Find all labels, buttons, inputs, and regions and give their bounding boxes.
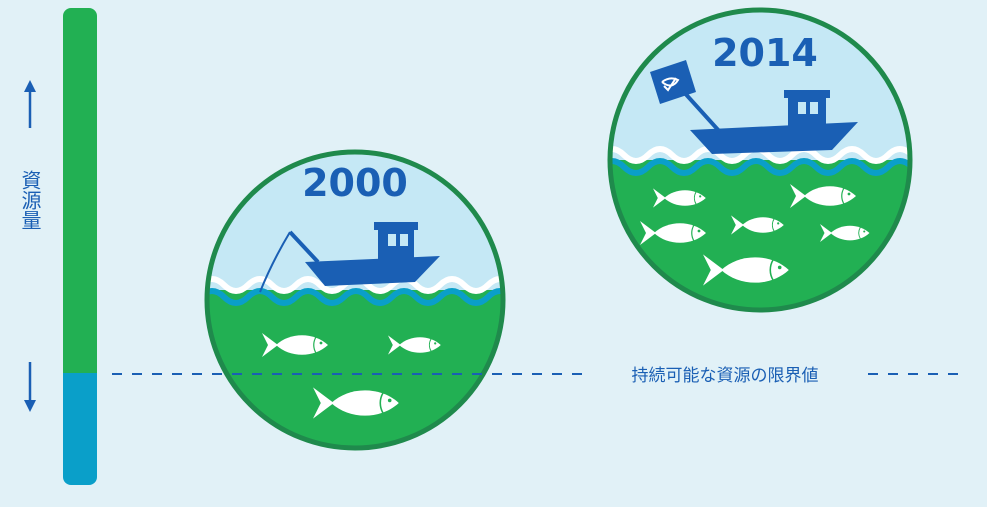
badge-2014: 2014 [607, 7, 913, 313]
resource-gauge [63, 8, 97, 485]
threshold-label: 持続可能な資源の限界値 [632, 366, 819, 386]
badge-2000: 2000 [204, 149, 506, 451]
boat-icon [680, 88, 858, 154]
axis-label: 資源量 [18, 170, 42, 230]
boat-icon [259, 222, 440, 293]
gauge-lower [63, 373, 97, 485]
badge-year-label: 2014 [712, 31, 818, 75]
certification-flag-icon [650, 60, 696, 104]
badge-year-label: 2000 [302, 161, 408, 205]
sustainability-threshold: 持続可能な資源の限界値 [112, 366, 968, 386]
arrow-up-icon [24, 80, 36, 128]
gauge-upper [63, 8, 97, 388]
arrow-down-icon [24, 362, 36, 412]
